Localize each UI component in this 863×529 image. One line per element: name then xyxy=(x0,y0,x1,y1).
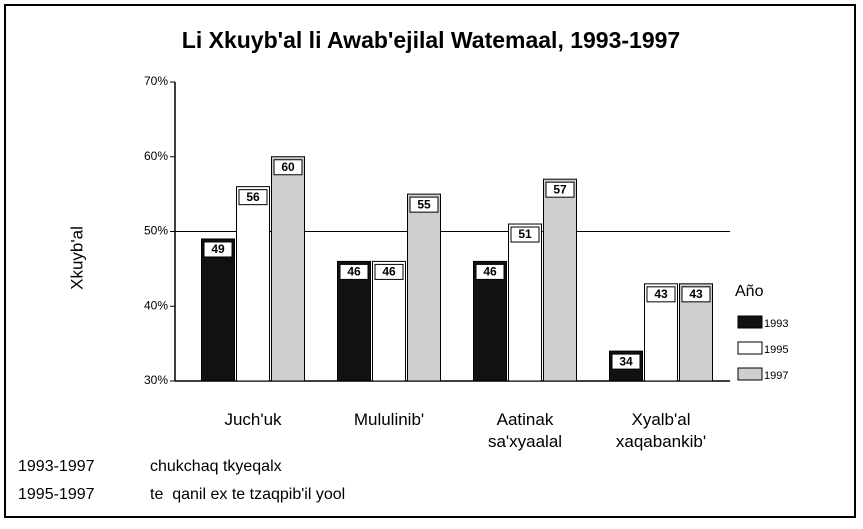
data-label-box xyxy=(374,263,404,280)
note-years: 1995-1997 xyxy=(18,486,95,503)
note-text: te qanil ex te tzaqpib'il yool xyxy=(150,486,345,503)
bar xyxy=(473,260,507,382)
data-label-box xyxy=(238,189,268,206)
legend-label: 1995 xyxy=(764,344,788,356)
bar xyxy=(337,260,371,382)
data-label-box xyxy=(611,353,641,370)
data-label: 34 xyxy=(619,354,633,368)
y-tick-label: 60% xyxy=(144,149,168,163)
data-label: 51 xyxy=(518,227,532,241)
y-tick-label: 40% xyxy=(144,298,168,312)
data-label-box xyxy=(510,226,540,243)
data-label: 60 xyxy=(281,160,295,174)
data-label: 55 xyxy=(417,197,431,211)
note-text: chukchaq tkyeqalx xyxy=(150,458,282,475)
data-label: 46 xyxy=(347,265,361,279)
data-label-box xyxy=(409,196,439,213)
bar xyxy=(201,238,235,382)
x-tick-label: Juch'uk xyxy=(224,410,282,429)
legend-title: Año xyxy=(735,283,764,300)
x-tick-label: Mululinib' xyxy=(353,410,425,429)
x-tick-label: Xyalb'al xaqabankib' xyxy=(615,410,707,451)
y-tick-label: 50% xyxy=(144,224,168,238)
legend-swatch xyxy=(737,315,763,329)
y-tick-label: 30% xyxy=(144,373,168,387)
bar xyxy=(543,178,577,382)
legend-swatch xyxy=(737,341,763,355)
frame xyxy=(4,4,856,518)
data-label: 43 xyxy=(689,287,703,301)
bar xyxy=(236,186,270,382)
data-label: 46 xyxy=(382,265,396,279)
note-years: 1993-1997 xyxy=(18,458,95,475)
bar xyxy=(407,193,441,382)
data-label-box xyxy=(681,286,711,303)
data-label-box xyxy=(475,263,505,280)
data-label: 49 xyxy=(211,242,225,256)
data-label: 43 xyxy=(654,287,668,301)
y-tick-label: 70% xyxy=(144,74,168,88)
legend-label: 1997 xyxy=(764,370,788,382)
data-label: 46 xyxy=(483,265,497,279)
data-label-box xyxy=(545,181,575,198)
data-label: 57 xyxy=(553,182,567,196)
data-label-box xyxy=(339,263,369,280)
legend-label: 1993 xyxy=(764,318,788,330)
chart-title: Li Xkuyb'al li Awab'ejilal Watemaal, 199… xyxy=(182,27,680,53)
legend-swatch xyxy=(737,367,763,381)
data-label: 56 xyxy=(246,190,260,204)
bar xyxy=(271,156,305,382)
bar xyxy=(508,223,542,382)
x-tick-label: Aatinak sa'xyaalal xyxy=(487,410,563,451)
data-label-box xyxy=(646,286,676,303)
data-label-box xyxy=(203,241,233,258)
data-label-box xyxy=(273,159,303,176)
y-axis-label: Xkuyb'al xyxy=(67,226,86,290)
bar xyxy=(372,260,406,382)
